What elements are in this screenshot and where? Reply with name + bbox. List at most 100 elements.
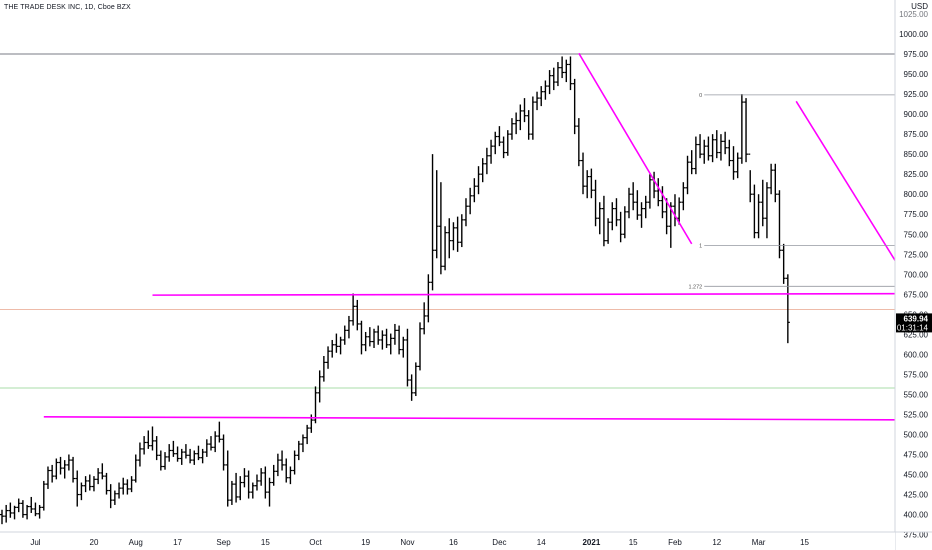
ohlc-bar	[672, 194, 677, 227]
ohlc-bar	[83, 476, 88, 493]
ohlc-bar	[221, 434, 226, 471]
ohlc-bar	[756, 194, 761, 239]
ohlc-bar	[305, 424, 310, 445]
ohlc-bar	[752, 184, 757, 239]
ohlc-bar	[476, 166, 481, 195]
ohlc-bar	[263, 466, 268, 499]
ohlc-bar	[71, 456, 76, 483]
ohlc-bar	[468, 187, 473, 215]
ohlc-bar	[493, 131, 498, 155]
price-tick-label: 800.00	[904, 190, 929, 199]
ohlc-bar	[647, 174, 652, 209]
price-tick-label: 675.00	[904, 290, 929, 299]
ohlc-bar	[376, 325, 381, 345]
ohlc-bar	[560, 56, 565, 79]
ohlc-bar	[392, 323, 397, 345]
ohlc-bar	[300, 434, 305, 453]
ohlc-bar	[744, 98, 749, 163]
ohlc-bar	[764, 182, 769, 239]
ohlc-bar	[426, 274, 431, 323]
ohlc-bar	[455, 216, 460, 252]
ohlc-bar	[497, 126, 502, 147]
price-tick-label: 775.00	[904, 210, 929, 219]
ohlc-bar	[622, 206, 627, 239]
price-tick-label: 925.00	[904, 90, 929, 99]
time-tick-label: 15	[800, 538, 809, 547]
ohlc-bar	[526, 110, 531, 140]
ohlc-bar	[530, 96, 535, 140]
ohlc-bar	[714, 130, 719, 159]
ohlc-bar	[418, 322, 422, 371]
currency-label: USD	[911, 2, 928, 11]
ohlc-bar	[20, 500, 25, 518]
time-tick-label: 15	[261, 538, 270, 547]
time-tick-label: Mar	[752, 538, 766, 547]
ohlc-bar	[472, 178, 477, 203]
ohlc-bar	[54, 458, 59, 480]
ohlc-bar	[409, 374, 414, 401]
ohlc-bar	[334, 333, 339, 353]
ohlc-bar	[664, 198, 669, 235]
fib-level: 0	[699, 93, 895, 99]
ohlc-bar	[769, 163, 774, 195]
ohlc-bar	[430, 154, 435, 291]
ohlc-bar	[129, 476, 134, 493]
trendline-resistance-upper	[152, 292, 932, 296]
ohlc-bar	[372, 328, 377, 348]
ohlc-bar	[551, 67, 556, 91]
ohlc-bar	[367, 327, 372, 347]
price-tick-label: 825.00	[904, 170, 929, 179]
ohlc-bar	[351, 293, 356, 326]
time-tick-label: Dec	[492, 538, 506, 547]
ohlc-bar	[133, 454, 138, 483]
ohlc-bar	[501, 136, 506, 159]
ohlc-bar	[96, 468, 101, 485]
ohlc-bar	[585, 170, 590, 199]
price-tick-label: 600.00	[904, 350, 929, 359]
ohlc-bar	[250, 482, 255, 499]
ohlc-bar	[459, 214, 464, 248]
ohlc-bar	[108, 484, 113, 509]
price-tick-label: 1025.00	[899, 10, 928, 19]
ohlc-bar	[522, 98, 527, 123]
ohlc-bar	[213, 431, 218, 453]
ohlc-bar	[631, 182, 636, 211]
fib-level: 1.272	[688, 284, 895, 290]
ohlc-bar	[62, 460, 67, 479]
time-tick-label: Jul	[30, 538, 40, 547]
ohlc-bar	[355, 299, 360, 331]
ohlc-bar	[384, 328, 389, 348]
ohlc-bar	[748, 153, 753, 203]
ohlc-bar	[739, 94, 744, 164]
ohlc-bar	[514, 112, 519, 135]
ohlc-bar	[610, 202, 615, 231]
price-tick-label: 575.00	[904, 370, 929, 379]
ohlc-bar	[576, 118, 581, 167]
ohlc-bar	[681, 182, 686, 211]
time-tick-label: 2021	[582, 538, 600, 547]
price-tick-label: 500.00	[904, 430, 929, 439]
ohlc-bar	[447, 218, 452, 259]
ohlc-bar	[175, 446, 180, 462]
ohlc-bar	[209, 436, 213, 451]
ohlc-bar	[292, 450, 297, 475]
ohlc-bar	[388, 333, 393, 355]
price-tick-label: 1000.00	[899, 30, 928, 39]
ohlc-bar	[689, 150, 694, 175]
ohlc-bar	[710, 134, 715, 163]
ohlc-bar	[438, 182, 443, 275]
ohlc-bar	[66, 454, 71, 471]
ohlc-bar	[296, 440, 301, 461]
ohlc-bar	[509, 118, 514, 140]
price-tick-label: 475.00	[904, 450, 929, 459]
ohlc-bar	[271, 464, 276, 486]
ohlc-bar	[518, 104, 523, 131]
ohlc-bar	[702, 139, 707, 164]
ohlc-bar	[154, 436, 159, 461]
ohlc-bar	[535, 91, 540, 111]
ohlc-bar	[238, 476, 243, 501]
time-axis-layer: Jul 20 Aug 17 Sep 15 Oct 19 Nov 16 Dec 14 2021 15 Feb 1…	[0, 531, 932, 550]
time-tick-label: 14	[537, 538, 546, 547]
